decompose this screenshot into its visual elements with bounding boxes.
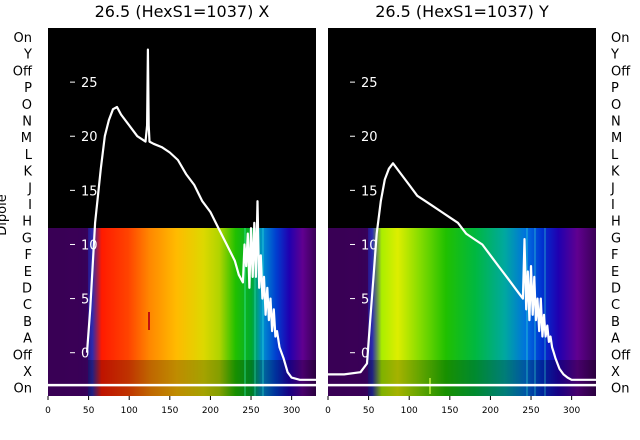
spectrum-edge bbox=[48, 228, 88, 396]
row-label-left: J bbox=[27, 181, 32, 196]
row-label-left: Off bbox=[13, 348, 33, 363]
x-tick-label: 250 bbox=[242, 406, 259, 416]
row-label-left: Y bbox=[23, 48, 32, 63]
x-tick-label: 100 bbox=[401, 406, 418, 416]
plot-background bbox=[48, 28, 316, 228]
y-tick-label: 5 bbox=[361, 293, 369, 308]
row-label-left: M bbox=[21, 131, 32, 146]
row-label-left: D bbox=[22, 282, 32, 297]
row-label-right: On bbox=[611, 31, 629, 46]
row-label-left: F bbox=[25, 248, 32, 263]
x-tick-label: 0 bbox=[45, 406, 51, 416]
row-label-right: F bbox=[611, 248, 618, 263]
panel-y: 26.5 (HexS1=1037) Y 0 50 100 150 200 250 300 0 5… bbox=[325, 2, 596, 416]
panel-x: 26.5 (HexS1=1037) X 0 50 100 150 200 250 300 0 5… bbox=[45, 2, 316, 416]
series-line bbox=[85, 48, 316, 381]
row-label-left: C bbox=[23, 298, 32, 313]
y-tick-label: 25 bbox=[361, 76, 378, 91]
axes-y: 0 50 100 150 200 250 300 0 5 10 15 20 25 bbox=[325, 76, 596, 416]
row-label-left: O bbox=[22, 98, 32, 113]
row-label-left: X bbox=[23, 365, 32, 380]
row-label-left: H bbox=[22, 215, 32, 230]
row-label-right: C bbox=[611, 298, 620, 313]
row-label-left: E bbox=[24, 265, 32, 280]
row-label-right: X bbox=[611, 365, 620, 380]
row-label-right: I bbox=[611, 198, 615, 213]
plot-background bbox=[328, 28, 596, 228]
y-axis-label: Dipole bbox=[0, 194, 10, 235]
row-label-left: P bbox=[24, 81, 32, 96]
row-label-right: N bbox=[611, 115, 621, 130]
x-tick-label: 250 bbox=[522, 406, 539, 416]
x-tick-label: 50 bbox=[363, 406, 375, 416]
y-tick-label: 25 bbox=[81, 76, 98, 91]
y-tick-label: 0 bbox=[81, 347, 89, 362]
y-tick-label: 20 bbox=[81, 130, 98, 145]
x-tick-label: 50 bbox=[83, 406, 95, 416]
row-label-left: L bbox=[25, 148, 33, 163]
row-label-left: Off bbox=[13, 64, 33, 79]
x-tick-label: 0 bbox=[325, 406, 331, 416]
spectrum-lower-band bbox=[368, 360, 596, 396]
row-label-left: G bbox=[22, 231, 32, 246]
row-label-right: L bbox=[611, 148, 619, 163]
row-label-right: M bbox=[611, 131, 622, 146]
row-label-left: On bbox=[14, 382, 32, 397]
row-label-right: E bbox=[611, 265, 619, 280]
y-tick-label: 15 bbox=[361, 184, 378, 199]
x-tick-label: 300 bbox=[283, 406, 300, 416]
x-tick-label: 200 bbox=[482, 406, 499, 416]
panel-title: 26.5 (HexS1=1037) Y bbox=[375, 2, 549, 21]
row-label-right: Off bbox=[611, 348, 631, 363]
row-label-left: A bbox=[23, 332, 32, 347]
spectrum-lower-band bbox=[88, 360, 316, 396]
x-tick-label: 150 bbox=[441, 406, 458, 416]
row-label-left: I bbox=[28, 198, 32, 213]
x-tick-label: 200 bbox=[202, 406, 219, 416]
y-tick-label: 0 bbox=[361, 347, 369, 362]
row-label-right: D bbox=[611, 282, 621, 297]
x-tick-label: 300 bbox=[563, 406, 580, 416]
row-label-right: On bbox=[611, 382, 629, 397]
row-label-left: K bbox=[23, 165, 32, 180]
row-label-right: Off bbox=[611, 64, 631, 79]
row-label-right: B bbox=[611, 315, 620, 330]
row-label-left: B bbox=[23, 315, 32, 330]
panel-title: 26.5 (HexS1=1037) X bbox=[95, 2, 270, 21]
x-tick-label: 100 bbox=[121, 406, 138, 416]
row-label-left: On bbox=[14, 31, 32, 46]
row-label-right: O bbox=[611, 98, 621, 113]
row-label-right: H bbox=[611, 215, 621, 230]
row-label-right: G bbox=[611, 231, 621, 246]
x-tick-label: 150 bbox=[161, 406, 178, 416]
y-tick-label: 5 bbox=[81, 293, 89, 308]
row-label-right: P bbox=[611, 81, 619, 96]
row-label-right: A bbox=[611, 332, 620, 347]
y-tick-label: 10 bbox=[361, 238, 378, 253]
row-label-right: K bbox=[611, 165, 620, 180]
row-label-right: J bbox=[610, 181, 615, 196]
y-tick-label: 20 bbox=[361, 130, 378, 145]
series-line bbox=[328, 162, 596, 381]
spectrum-edge bbox=[328, 228, 368, 396]
row-label-left: N bbox=[22, 115, 32, 130]
spectrum-band bbox=[328, 228, 596, 396]
y-tick-label: 15 bbox=[81, 184, 98, 199]
row-label-right: Y bbox=[610, 48, 619, 63]
